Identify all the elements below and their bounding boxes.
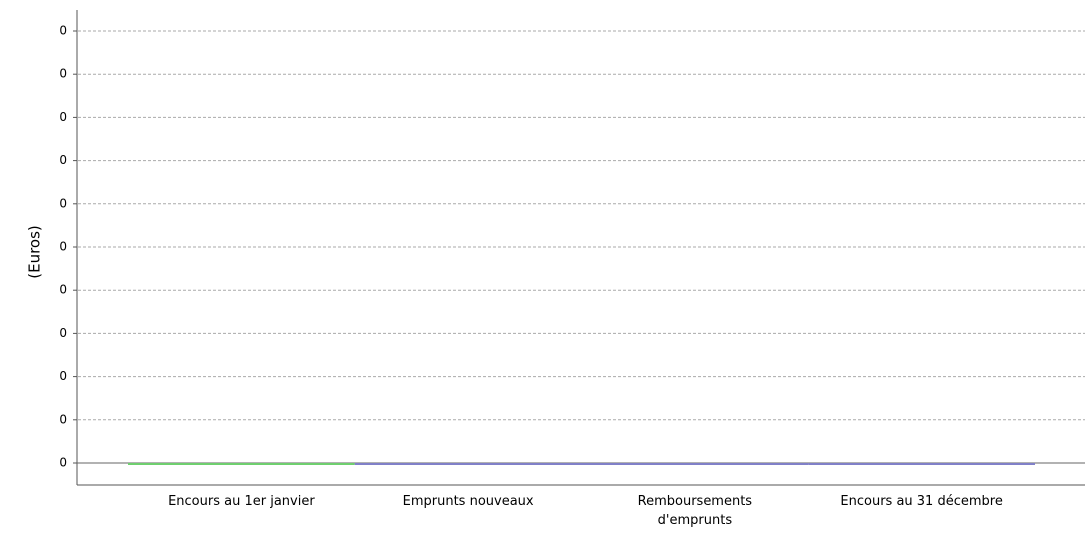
- y-tick-label: 0: [59, 240, 67, 254]
- y-axis-label: (Euros): [26, 225, 44, 279]
- x-tick-label: Emprunts nouveaux: [402, 494, 534, 509]
- bar: [581, 463, 809, 465]
- y-tick-label: 0: [59, 369, 67, 383]
- x-tick-label: Remboursements d'emprunts: [637, 494, 753, 528]
- bar: [808, 463, 1035, 465]
- bar: [128, 463, 355, 465]
- y-tick-label: 0: [59, 412, 67, 426]
- y-tick-label: 0: [59, 24, 67, 38]
- bar: [354, 463, 582, 465]
- y-tick-label: 0: [59, 326, 67, 340]
- y-tick-label: 0: [59, 67, 67, 81]
- x-tick-label: Encours au 31 décembre: [840, 494, 1003, 509]
- y-tick-label: 0: [59, 153, 67, 167]
- y-tick-label: 0: [59, 196, 67, 210]
- y-tick-label: 0: [59, 110, 67, 124]
- y-tick-label: 0: [59, 456, 67, 470]
- x-tick-label: Encours au 1er janvier: [168, 494, 315, 509]
- y-tick-label: 0: [59, 283, 67, 297]
